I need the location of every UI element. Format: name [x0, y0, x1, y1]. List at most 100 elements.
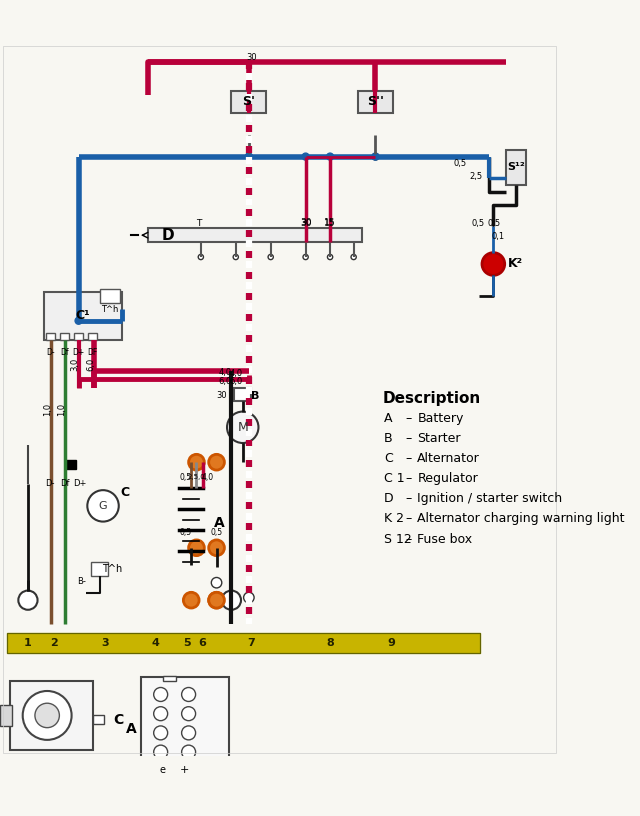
- Text: DF: DF: [88, 348, 98, 357]
- Circle shape: [154, 688, 168, 702]
- Text: M: M: [237, 421, 248, 434]
- Circle shape: [233, 255, 238, 259]
- Bar: [163, 676, 175, 681]
- Text: –: –: [406, 432, 412, 446]
- Bar: [177, 759, 192, 766]
- Text: T^h: T^h: [102, 564, 122, 574]
- Text: D+: D+: [73, 479, 86, 488]
- Bar: [0, 705, 12, 726]
- Text: 30: 30: [246, 53, 257, 62]
- Bar: [60, 333, 69, 340]
- Circle shape: [189, 540, 204, 556]
- Circle shape: [222, 591, 241, 610]
- Text: 4,0: 4,0: [229, 369, 243, 378]
- Text: –: –: [406, 452, 412, 465]
- Text: G: G: [99, 501, 108, 511]
- Text: T: T: [196, 220, 202, 228]
- Text: –: –: [406, 412, 412, 425]
- Text: D-: D-: [46, 348, 55, 357]
- Text: B: B: [384, 432, 393, 446]
- Text: 4,0: 4,0: [202, 472, 214, 481]
- Text: D+: D+: [72, 348, 84, 357]
- Text: 7: 7: [248, 638, 255, 648]
- Bar: [10, 681, 93, 751]
- Circle shape: [209, 592, 225, 608]
- Circle shape: [209, 455, 225, 470]
- Text: 5: 5: [183, 638, 191, 648]
- Text: 15: 15: [324, 220, 336, 228]
- Bar: [88, 333, 97, 340]
- Circle shape: [19, 591, 38, 610]
- Text: Battery: Battery: [417, 412, 464, 425]
- Text: 3,0: 3,0: [70, 357, 79, 371]
- Text: 6,0: 6,0: [86, 357, 95, 371]
- Text: +: +: [180, 765, 189, 774]
- Text: 8: 8: [326, 638, 334, 648]
- Text: Fuse box: Fuse box: [417, 533, 472, 546]
- Text: 2: 2: [51, 638, 58, 648]
- Bar: [46, 333, 55, 340]
- Text: 3: 3: [101, 638, 109, 648]
- Text: Alternator charging warning light: Alternator charging warning light: [417, 512, 625, 526]
- Bar: [506, 149, 525, 184]
- Circle shape: [184, 592, 199, 608]
- Text: Df: Df: [60, 479, 69, 488]
- Bar: [141, 677, 228, 765]
- Circle shape: [198, 255, 204, 259]
- Circle shape: [182, 707, 196, 721]
- Bar: [148, 228, 362, 242]
- Text: Ignition / starter switch: Ignition / starter switch: [417, 492, 563, 505]
- Circle shape: [245, 153, 252, 160]
- Text: 0,5: 0,5: [211, 528, 223, 537]
- Circle shape: [372, 153, 378, 160]
- Text: 0,5: 0,5: [488, 220, 500, 228]
- Bar: [67, 459, 76, 469]
- Bar: [44, 292, 122, 340]
- Text: 0,1: 0,1: [491, 233, 504, 242]
- Text: 1,0: 1,0: [56, 403, 66, 416]
- Text: 6: 6: [198, 638, 207, 648]
- Text: 6,0: 6,0: [229, 377, 243, 387]
- Text: A: A: [384, 412, 393, 425]
- Text: Description: Description: [383, 391, 481, 406]
- Text: T^h: T^h: [101, 305, 118, 314]
- Circle shape: [211, 578, 222, 588]
- Text: K 2: K 2: [384, 512, 404, 526]
- Circle shape: [326, 153, 333, 160]
- Text: 4: 4: [152, 638, 159, 648]
- Text: Starter: Starter: [417, 432, 461, 446]
- Text: e: e: [159, 765, 165, 774]
- Text: 0,5: 0,5: [472, 220, 485, 228]
- Circle shape: [372, 153, 379, 160]
- Circle shape: [154, 707, 168, 721]
- Text: C: C: [120, 486, 130, 499]
- Text: A: A: [214, 517, 225, 530]
- Circle shape: [328, 255, 333, 259]
- Circle shape: [75, 317, 82, 324]
- Circle shape: [209, 540, 225, 556]
- Text: K²: K²: [508, 258, 524, 270]
- Text: Df: Df: [60, 348, 69, 357]
- Circle shape: [182, 745, 196, 759]
- Circle shape: [482, 253, 505, 275]
- Text: 0,5: 0,5: [179, 472, 191, 481]
- Text: –: –: [406, 533, 412, 546]
- Text: 30: 30: [216, 392, 227, 401]
- Text: –: –: [406, 512, 412, 526]
- Bar: [74, 333, 83, 340]
- Text: S 12: S 12: [384, 533, 412, 546]
- Circle shape: [302, 153, 309, 160]
- Text: A: A: [125, 722, 136, 736]
- Text: 4,0: 4,0: [218, 368, 232, 377]
- Text: 15: 15: [324, 218, 336, 227]
- Circle shape: [154, 726, 168, 740]
- Circle shape: [268, 255, 273, 259]
- Text: Regulator: Regulator: [417, 472, 478, 486]
- Text: 2,5: 2,5: [469, 172, 483, 181]
- Circle shape: [189, 455, 204, 470]
- Circle shape: [154, 745, 168, 759]
- Text: –: –: [406, 492, 412, 505]
- Circle shape: [22, 691, 72, 740]
- Text: 0,5: 0,5: [179, 528, 191, 537]
- Text: D-: D-: [45, 479, 54, 488]
